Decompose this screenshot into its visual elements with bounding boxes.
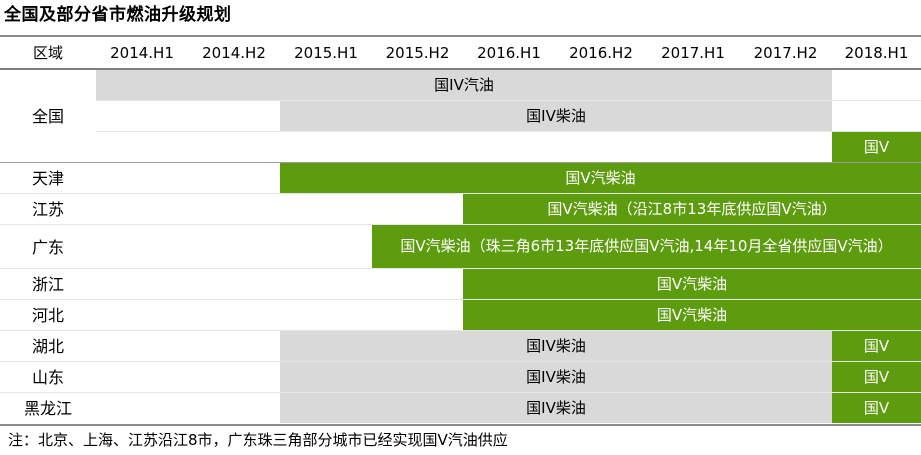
timeline-bar-label: 国IV柴油 [526, 398, 586, 417]
region-label: 天津 [31, 169, 64, 188]
row-divider [0, 224, 921, 225]
region-label: 广东 [31, 237, 64, 257]
timeline-bar-label: 国V [863, 367, 890, 386]
region-label: 浙江 [31, 275, 64, 294]
timeline-bar-label: 国IV汽油 [434, 75, 494, 94]
period-tick-label: 2015.H1 [294, 43, 358, 62]
period-tick-label: 2015.H2 [385, 43, 450, 62]
timeline-bar: 国V汽柴油（珠三角6市13年底供应国V汽油,14年10月全省供应国V汽油） [372, 225, 921, 268]
header-divider [0, 68, 921, 70]
timeline-bar: 国IV汽油 [96, 70, 832, 100]
region-label: 全国 [31, 107, 64, 126]
period-tick-label: 2014.H1 [110, 43, 174, 62]
timeline-bar-label: 国V汽柴油 [565, 168, 636, 187]
timeline-bar-label: 国V汽柴油 [656, 305, 728, 324]
timeline-bar: 国IV柴油 [280, 331, 832, 361]
timeline-bar-label: 国IV柴油 [526, 336, 586, 355]
subrow-divider [96, 131, 921, 132]
subrow-divider [96, 100, 921, 101]
fuel-upgrade-table: 区域 2014.H1 2014.H2 2015.H1 2015.H2 2016.H1 201… [0, 38, 921, 423]
timeline-bar-label: 国V [863, 137, 890, 156]
period-tick-label: 2016.H1 [477, 43, 541, 62]
header-region-label: 区域 [32, 43, 63, 62]
timeline-bar: 国IV柴油 [280, 362, 832, 392]
top-rule [0, 35, 921, 37]
region-label: 河北 [31, 306, 64, 325]
timeline-bar: 国V [832, 331, 921, 361]
timeline-bar-label: 国V汽柴油 [656, 274, 728, 293]
row-divider [0, 330, 921, 331]
period-tick-label: 2014.H2 [202, 43, 266, 62]
timeline-bar: 国IV柴油 [280, 101, 832, 131]
timeline-bar-label: 国IV柴油 [526, 106, 586, 125]
row-divider [0, 392, 921, 393]
timeline-bar-label: 国IV柴油 [526, 367, 586, 386]
timeline-bar: 国V汽柴油（沿江8市13年底供应国V汽油） [463, 194, 921, 224]
timeline-bar: 国V [832, 132, 921, 162]
timeline-bar: 国IV柴油 [280, 393, 832, 423]
row-divider [0, 193, 921, 194]
region-label: 山东 [31, 368, 64, 387]
row-divider [0, 299, 921, 300]
row-divider [0, 268, 921, 269]
timeline-bar-label: 国V [863, 398, 890, 417]
timeline-bar: 国V汽柴油 [280, 163, 921, 193]
timeline-bar-label: 国V [863, 336, 890, 355]
period-tick-label: 2016.H2 [569, 43, 633, 62]
region-label: 湖北 [31, 337, 64, 356]
timeline-bar-label: 国V汽柴油（沿江8市13年底供应国V汽油） [547, 199, 837, 218]
period-tick-label: 2017.H1 [661, 43, 725, 62]
timeline-bar: 国V [832, 362, 921, 392]
timeline-bar: 国V汽柴油 [463, 269, 921, 299]
chart-title: 全国及部分省市燃油升级规划 [4, 5, 232, 25]
timeline-bar: 国V [832, 393, 921, 423]
row-divider [0, 162, 921, 163]
period-tick-label: 2018.H1 [844, 43, 909, 62]
timeline-bar-label: 国V汽柴油（珠三角6市13年底供应国V汽油,14年10月全省供应国V汽油） [400, 237, 893, 255]
region-label: 江苏 [31, 200, 64, 219]
period-tick-label: 2017.H2 [753, 43, 818, 62]
bottom-rule [0, 424, 921, 426]
footnote: 注：北京、上海、江苏沿江8市，广东珠三角部分城市已经实现国V汽油供应 [8, 431, 508, 449]
region-label: 黑龙江 [23, 399, 72, 418]
timeline-bar: 国V汽柴油 [463, 300, 921, 330]
row-divider [0, 361, 921, 362]
